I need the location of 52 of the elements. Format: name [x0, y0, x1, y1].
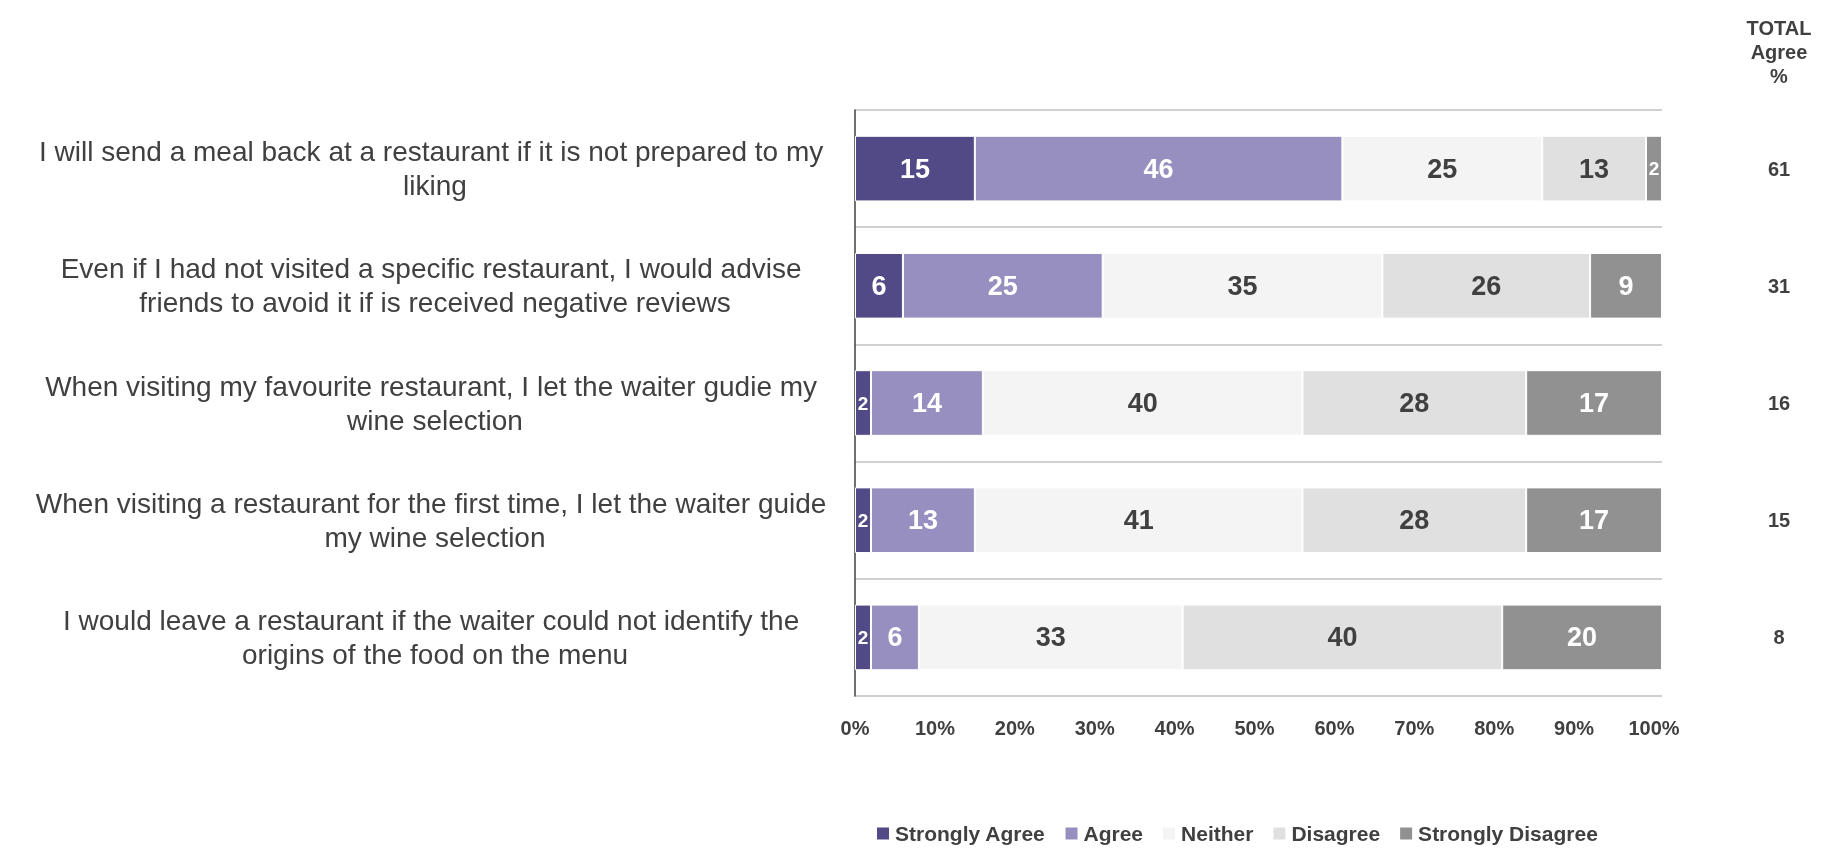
data-label: 28 [1399, 505, 1430, 536]
y-tick-label: Even if I had not visited a specific restaurant, I would advise friends to avoid it if is received negative reviews [60, 253, 810, 319]
data-label: 40 [1327, 622, 1358, 653]
data-label: 13 [907, 505, 938, 536]
data-label: 25 [987, 270, 1018, 301]
data-label: 17 [1579, 505, 1610, 536]
x-tick-label: 30% [1074, 717, 1115, 739]
x-tick-label: 60% [1314, 717, 1355, 739]
legend-label: Disagree [1291, 822, 1381, 845]
data-label: 26 [1471, 270, 1502, 301]
data-label: 2 [1648, 158, 1660, 180]
legend-label: Strongly Agree [895, 822, 1045, 845]
data-label: 46 [1143, 153, 1174, 184]
data-label: 17 [1579, 388, 1610, 418]
x-tick-label: 100% [1628, 717, 1680, 739]
data-label: 9 [1618, 270, 1634, 301]
x-tick-label: 20% [994, 717, 1036, 739]
x-tick-label: 0% [840, 717, 870, 739]
data-label: 35 [1227, 270, 1258, 301]
y-tick-label: When visiting my favourite restaurant, I let the waiter gudie my wine selection [45, 370, 825, 436]
y-tick-label: When visiting a restaurant for the first time, I let the waiter guide my wine selection [35, 487, 835, 553]
text: 31 [1767, 274, 1791, 297]
text: 16 [1767, 392, 1791, 414]
text: 8 [1773, 626, 1785, 649]
y-tick-label: I would leave a restaurant if the waiter could not identify the origins of the food on the menu [63, 604, 807, 670]
x-tick-label: 80% [1474, 717, 1515, 739]
x-tick-label: 50% [1234, 717, 1275, 739]
data-label: 2 [857, 392, 869, 414]
x-tick-label: 40% [1154, 717, 1195, 739]
y-tick-label: I will send a meal back at a restaurant if it is not prepared to my liking [38, 136, 832, 202]
x-tick-label: 10% [914, 717, 956, 739]
data-label: 15 [899, 153, 930, 184]
data-label: 25 [1427, 153, 1458, 184]
data-label: 6 [871, 270, 887, 301]
data-label: 13 [1579, 153, 1610, 184]
x-tick-label: 90% [1554, 717, 1595, 739]
data-label: 2 [857, 509, 869, 531]
data-label: 14 [911, 388, 942, 418]
legend-label: Strongly Disagree [1418, 822, 1598, 845]
data-label: 28 [1399, 388, 1430, 418]
text: 15 [1767, 509, 1791, 532]
data-label: 40 [1127, 388, 1158, 418]
legend-label: Agree [1083, 822, 1144, 845]
data-label: 2 [857, 626, 869, 648]
data-label: 33 [1035, 622, 1066, 653]
data-label: 6 [887, 622, 903, 653]
x-tick-label: 70% [1394, 717, 1435, 739]
text: TOTAL Agree % [1746, 17, 1812, 87]
legend-label: Neither [1181, 822, 1254, 845]
data-label: 20 [1567, 622, 1598, 653]
text: 61 [1767, 157, 1791, 180]
data-label: 41 [1123, 505, 1154, 536]
